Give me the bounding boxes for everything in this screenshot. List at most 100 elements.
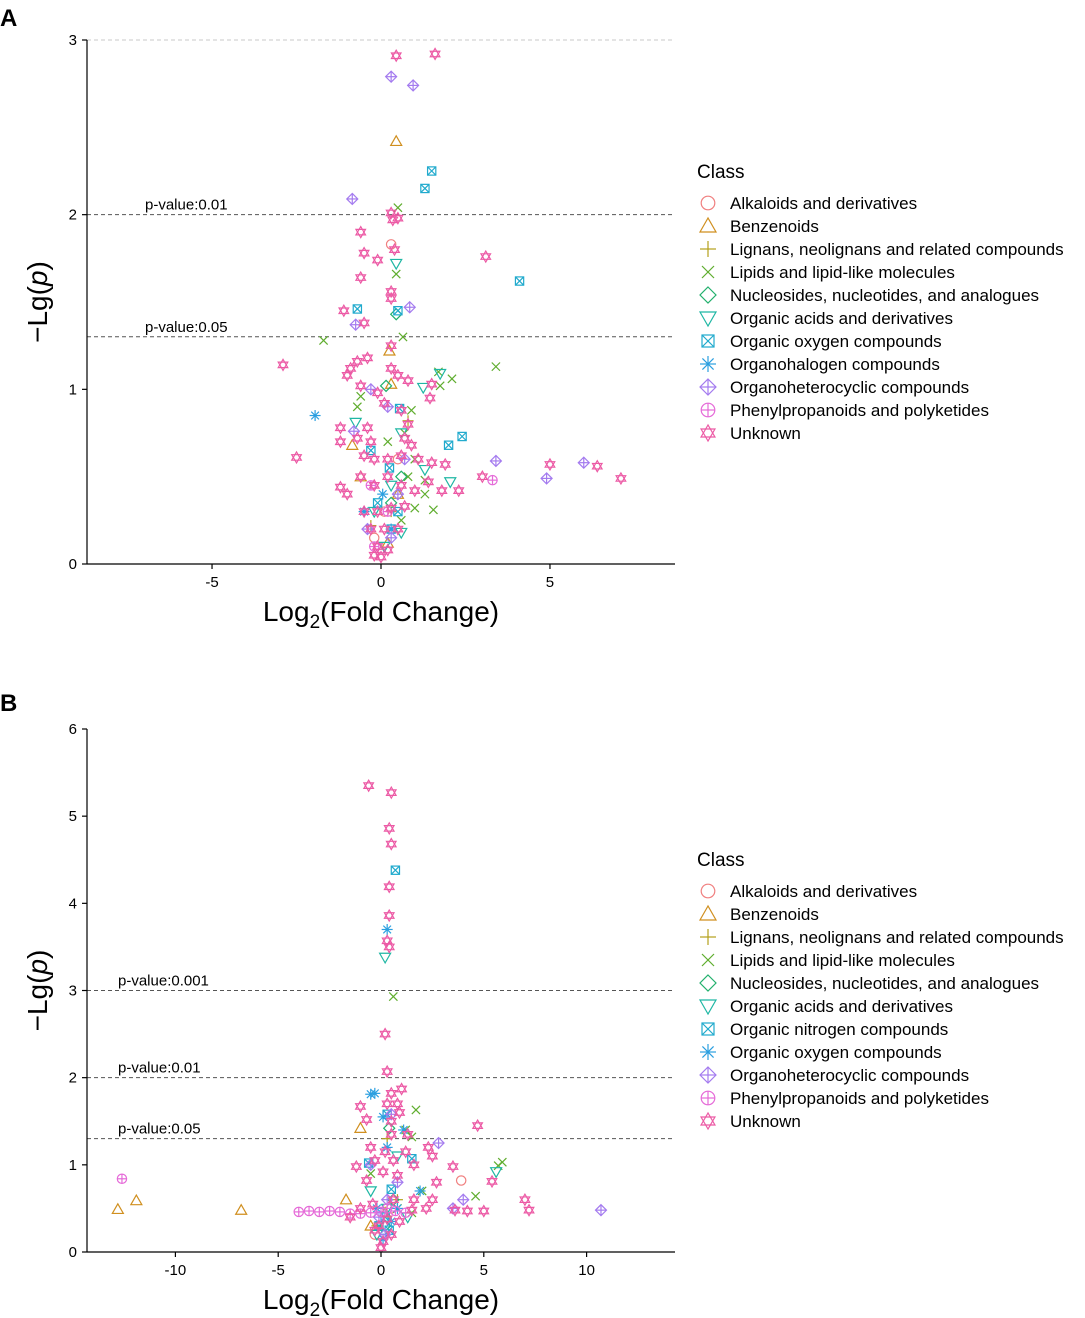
legend-marker-star6-icon (699, 423, 717, 443)
legend-item-alkaloids-and-derivatives: Alkaloids and derivatives (700, 882, 917, 901)
legend-label: Organic oxygen compounds (730, 1043, 942, 1062)
legend-label: Nucleosides, nucleotides, and analogues (730, 974, 1039, 993)
data-point-organic-acids-and-derivatives (433, 368, 447, 381)
data-point-unknown (387, 1193, 400, 1207)
data-point-unknown (361, 351, 374, 365)
data-point-lipids-and-lipid-like-molecules (319, 335, 329, 345)
data-point-organoheterocyclic-compounds (432, 1136, 445, 1150)
x-tick-label: 10 (578, 1262, 595, 1279)
data-point-unknown (354, 225, 367, 239)
data-point-lipids-and-lipid-like-molecules (396, 515, 406, 525)
data-point-unknown (375, 1240, 387, 1252)
data-point-unknown (371, 386, 384, 400)
legend-marker-diamond-plus-icon (699, 378, 717, 396)
data-point-phenylpropanoids-and-polyketides (334, 1206, 346, 1218)
data-point-unknown (381, 469, 394, 484)
data-point-unknown (452, 483, 465, 498)
legend-item-phenylpropanoids-and-polyketides: Phenylpropanoids and polyketides (700, 401, 989, 420)
legend-item-benzenoids: Benzenoids (698, 904, 819, 924)
legend-marker-square-x-icon (701, 334, 715, 348)
data-point-unknown (368, 452, 381, 466)
data-point-unknown (381, 1097, 393, 1111)
y-tick-label: 4 (69, 895, 77, 912)
data-point-benzenoids (129, 1193, 143, 1206)
x-axis-label: Log2(Fold Change) (263, 1284, 499, 1318)
data-point-unknown (408, 483, 421, 498)
data-point-lipids-and-lipid-like-molecules (398, 332, 408, 342)
data-point-unknown (591, 459, 604, 473)
data-point-phenylpropanoids-and-polyketides (314, 1206, 325, 1218)
legend-label: Organic acids and derivatives (730, 309, 953, 328)
data-point-unknown (385, 284, 397, 299)
legend-item-organic-acids-and-derivatives: Organic acids and derivatives (698, 309, 953, 328)
data-point-unknown (391, 1168, 404, 1182)
legend-marker-asterisk-icon (700, 356, 716, 372)
data-point-organoheterocyclic-compounds (577, 456, 591, 470)
legend-marker-diamond-icon (699, 286, 717, 304)
legend-item-organic-oxygen-compounds: Organic oxygen compounds (700, 1043, 942, 1062)
data-point-unknown (350, 1159, 363, 1174)
y-tick-label: 2 (69, 207, 77, 224)
data-point-unknown (362, 778, 375, 793)
data-point-unknown (385, 501, 397, 515)
legend-label: Organoheterocyclic compounds (730, 1066, 969, 1085)
legend-item-nucleosides-nucleotides-and-analogues: Nucleosides, nucleotides, and analogues (699, 286, 1039, 305)
legend-label: Organoheterocyclic compounds (730, 378, 969, 397)
y-tick-label: 5 (69, 808, 77, 825)
data-point-unknown (420, 1201, 433, 1216)
data-point-lipids-and-lipid-like-molecules (388, 992, 398, 1002)
data-point-unknown (408, 1158, 420, 1172)
legend-marker-diamond-plus-icon (699, 1066, 717, 1084)
data-point-unknown (436, 483, 448, 498)
data-point-unknown (425, 455, 438, 470)
x-tick-label: -10 (165, 1262, 187, 1279)
data-point-unknown (426, 1193, 439, 1207)
x-tick-label: 0 (377, 574, 385, 591)
data-point-unknown (360, 1173, 373, 1188)
data-point-unknown (405, 438, 418, 452)
x-tick-label: -5 (205, 574, 218, 591)
data-point-unknown (523, 1203, 535, 1217)
data-point-unknown (385, 837, 398, 851)
panel-label: B (0, 690, 17, 717)
data-point-unknown (381, 543, 394, 557)
data-point-organic-acids-and-derivatives (443, 477, 457, 489)
legend-item-alkaloids-and-derivatives: Alkaloids and derivatives (700, 194, 917, 213)
data-point-unknown (519, 1193, 531, 1207)
data-point-unknown (439, 457, 452, 472)
x-tick-label: 5 (546, 574, 554, 591)
data-point-unknown (385, 1086, 398, 1101)
y-tick-label: 6 (69, 721, 77, 738)
legend-marker-circle-plus-icon (700, 1090, 716, 1106)
pvalue-threshold-label: p-value:0.001 (118, 973, 209, 990)
legend-label: Organic acids and derivatives (730, 997, 953, 1016)
data-point-unknown (387, 1153, 400, 1168)
legend-marker-triangle-down-icon (698, 311, 718, 328)
data-point-organoheterocyclic-compounds (384, 531, 398, 545)
data-point-unknown (379, 1027, 391, 1041)
data-point-unknown (361, 421, 374, 435)
data-point-unknown (387, 213, 399, 227)
legend-item-nucleosides-nucleotides-and-analogues: Nucleosides, nucleotides, and analogues (699, 974, 1039, 993)
data-point-unknown (486, 1174, 498, 1189)
data-point-unknown (341, 368, 354, 383)
data-point-unknown (354, 1201, 367, 1216)
data-point-organic-oxygen-compounds (457, 431, 467, 442)
data-point-lipids-and-lipid-like-molecules (491, 362, 501, 372)
data-point-unknown (379, 1145, 391, 1159)
legend-marker-triangle-down-icon (698, 999, 718, 1016)
y-axis-label: −Lg(p) (22, 261, 53, 343)
legend-label: Phenylpropanoids and polyketides (730, 401, 989, 420)
legend-item-organic-oxygen-compounds: Organic oxygen compounds (701, 332, 942, 351)
legend: Class Alkaloids and derivatives Benzenoids… (697, 850, 1064, 1131)
data-point-unknown (422, 475, 435, 489)
data-point-unknown (398, 431, 411, 445)
data-points (111, 778, 608, 1252)
data-point-unknown (385, 1114, 398, 1128)
data-point-lipids-and-lipid-like-molecules (471, 1191, 481, 1201)
legend-label: Unknown (730, 424, 801, 443)
data-point-nucleosides-nucleotides-and-analogues (382, 1121, 396, 1135)
data-point-unknown (364, 1140, 377, 1155)
data-point-unknown (351, 431, 364, 445)
data-point-unknown (425, 377, 438, 391)
